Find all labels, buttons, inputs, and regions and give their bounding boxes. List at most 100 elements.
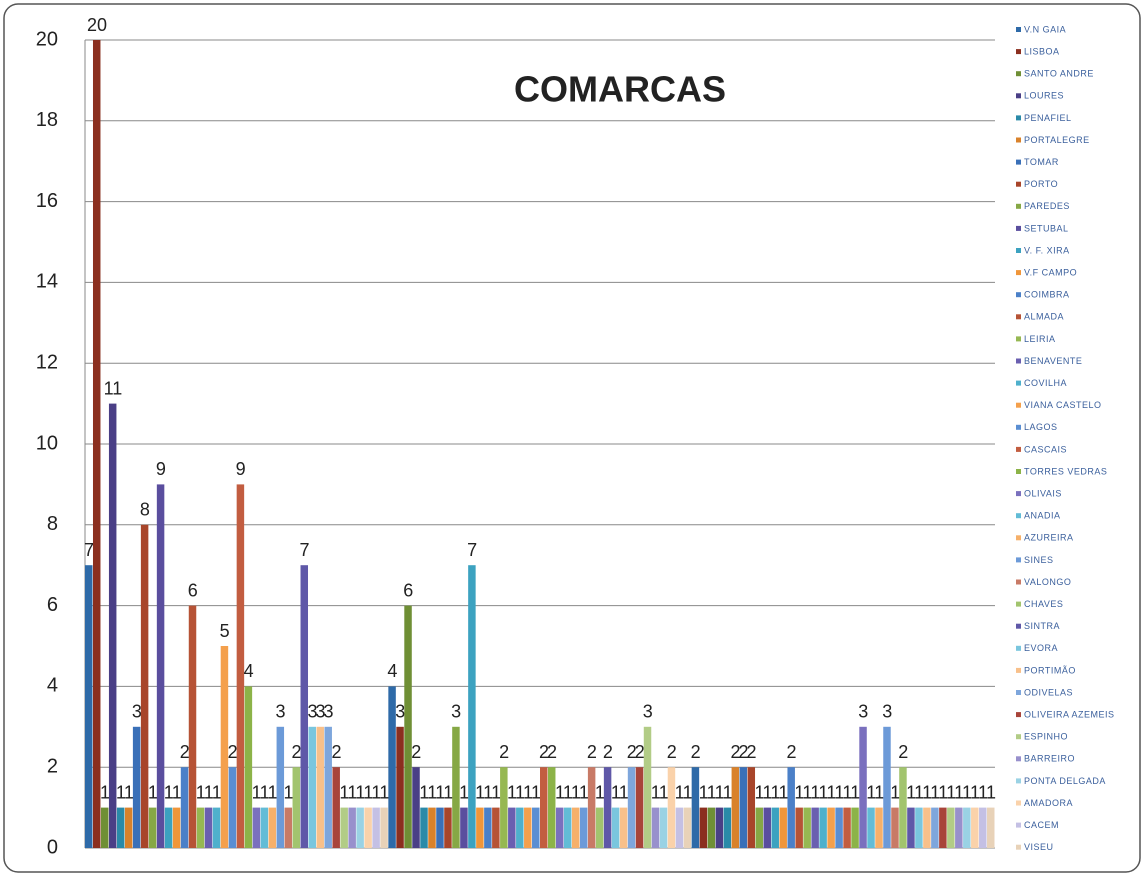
y-tick-label: 0 <box>47 836 58 858</box>
data-label: 1 <box>260 782 270 802</box>
data-label: 1 <box>954 782 964 802</box>
bar <box>85 565 93 848</box>
bar <box>404 605 412 848</box>
data-label: 3 <box>451 702 461 722</box>
data-label: 2 <box>691 742 701 762</box>
y-tick-label: 14 <box>36 271 58 293</box>
y-tick-label: 6 <box>47 594 58 616</box>
bar <box>603 767 612 848</box>
y-tick-label: 10 <box>36 432 58 454</box>
data-label: 6 <box>188 580 198 600</box>
bar <box>148 807 157 848</box>
bar <box>108 403 117 848</box>
bar <box>635 767 644 848</box>
legend-swatch <box>1016 27 1021 32</box>
bar <box>859 726 867 848</box>
data-label: 1 <box>268 782 278 802</box>
bar <box>875 807 883 848</box>
data-label: 1 <box>962 782 972 802</box>
legend-label: VALONGO <box>1024 577 1071 587</box>
bar <box>739 767 748 848</box>
data-label: 3 <box>307 702 317 722</box>
bar <box>436 807 444 848</box>
data-label: 3 <box>276 702 286 722</box>
legend-swatch <box>1016 336 1021 342</box>
legend-swatch <box>1016 844 1021 850</box>
data-label: 1 <box>906 782 916 802</box>
bar <box>356 807 364 848</box>
bar <box>563 807 572 848</box>
bar <box>955 807 963 848</box>
bar <box>707 807 716 848</box>
data-label: 2 <box>731 742 741 762</box>
legend-label: PORTO <box>1024 179 1058 189</box>
y-tick-label: 16 <box>36 190 58 212</box>
bar <box>92 40 101 848</box>
legend-label: ESPINHO <box>1024 732 1068 742</box>
data-label: 4 <box>387 661 397 681</box>
legend-swatch <box>1016 424 1021 430</box>
data-label: 2 <box>587 742 597 762</box>
data-label: 6 <box>403 580 413 600</box>
bar <box>188 605 197 848</box>
bar <box>300 565 309 848</box>
bar <box>508 807 516 848</box>
data-label: 1 <box>874 782 884 802</box>
bar <box>172 807 181 848</box>
legend-label: VISEU <box>1024 842 1054 852</box>
bar <box>316 726 324 848</box>
legend-label: OLIVAIS <box>1024 488 1062 498</box>
bar <box>340 807 348 848</box>
legend-swatch <box>1016 800 1021 806</box>
legend-label: PENAFIEL <box>1024 113 1072 123</box>
data-label: 1 <box>339 782 349 802</box>
bar <box>947 807 955 848</box>
y-tick-label: 2 <box>47 755 58 777</box>
bar <box>787 767 795 848</box>
bar <box>196 807 205 848</box>
bar <box>380 807 388 848</box>
legend-label: COIMBRA <box>1024 290 1070 300</box>
data-label: 1 <box>284 782 294 802</box>
bar <box>595 807 604 848</box>
data-label: 1 <box>707 782 717 802</box>
data-label: 1 <box>427 782 437 802</box>
bar <box>819 807 827 848</box>
bar <box>116 807 125 848</box>
legend-swatch <box>1016 690 1021 695</box>
bar <box>731 767 740 848</box>
legend-label: CACEM <box>1024 820 1059 830</box>
data-label: 1 <box>379 782 389 802</box>
data-label: 1 <box>555 782 565 802</box>
legend-swatch <box>1016 667 1021 673</box>
legend-label: EVORA <box>1024 643 1058 653</box>
legend-label: VIANA CASTELO <box>1024 400 1102 410</box>
bar <box>276 726 285 848</box>
legend-swatch <box>1016 380 1021 386</box>
bar <box>284 807 293 848</box>
bar <box>324 726 332 848</box>
bar <box>779 807 787 848</box>
bar <box>156 484 165 848</box>
data-label: 2 <box>228 742 238 762</box>
data-label: 1 <box>579 782 589 802</box>
bar <box>452 726 460 848</box>
data-label: 3 <box>882 702 892 722</box>
bar <box>244 686 253 848</box>
bar <box>891 807 899 848</box>
bar <box>236 484 245 848</box>
data-label: 1 <box>483 782 493 802</box>
data-label: 1 <box>930 782 940 802</box>
bar <box>571 807 580 848</box>
data-label: 1 <box>850 782 860 802</box>
data-label: 1 <box>890 782 900 802</box>
bar <box>987 807 995 848</box>
legend-swatch <box>1016 93 1021 99</box>
data-label: 2 <box>603 742 613 762</box>
data-label: 1 <box>922 782 932 802</box>
bar <box>484 807 492 848</box>
bar <box>228 767 237 848</box>
bar <box>979 807 987 848</box>
data-label: 2 <box>539 742 549 762</box>
bar <box>492 807 500 848</box>
